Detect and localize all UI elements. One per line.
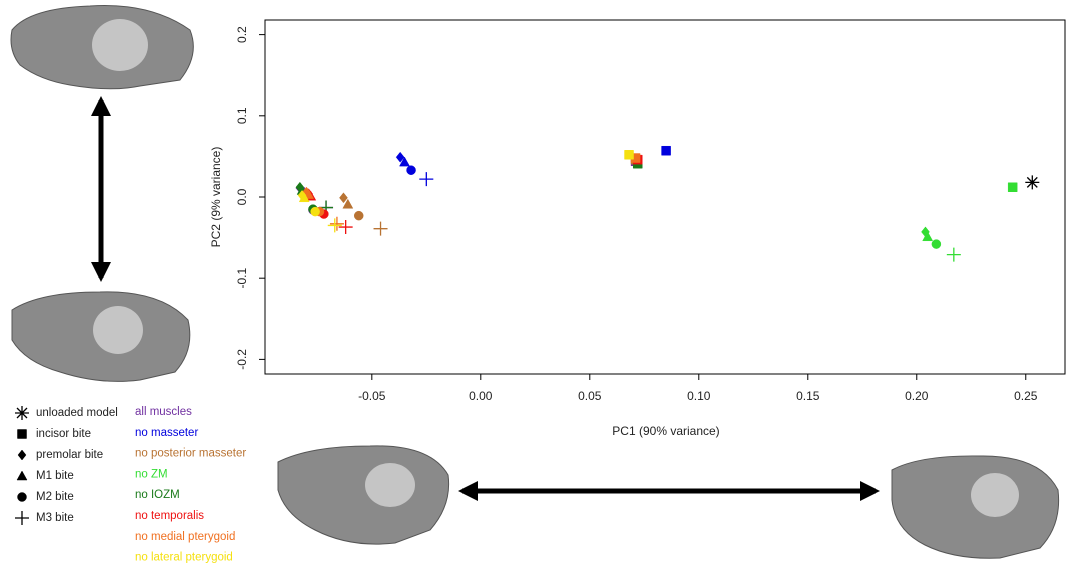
- legend-label: M3 bite: [36, 512, 74, 524]
- data-point: [327, 218, 342, 233]
- legend-label: unloaded model: [36, 407, 118, 419]
- legend-label: M2 bite: [36, 491, 74, 503]
- plot-frame: [264, 19, 1066, 375]
- legend-label: no lateral pterygoid: [135, 552, 233, 564]
- data-point: [338, 220, 353, 235]
- y-tick-label: 0.2: [235, 26, 249, 43]
- legend-marker: [17, 492, 27, 502]
- x-tick-label: 0.20: [905, 389, 929, 403]
- data-point: [661, 145, 671, 156]
- x-tick-label: 0.00: [469, 389, 493, 403]
- data-point: [310, 206, 320, 217]
- data-point: [406, 165, 416, 175]
- skull-eye-holes: [92, 19, 1019, 517]
- x-tick-label: -0.05: [358, 389, 386, 403]
- data-point: [353, 210, 364, 221]
- legend-label: no posterior masseter: [135, 448, 246, 460]
- legend-marker: [17, 429, 27, 439]
- data-point: [342, 198, 354, 209]
- y-axis-label: PC2 (9% variance): [209, 147, 223, 248]
- unloaded-point: [1025, 175, 1040, 190]
- data-point: [419, 172, 434, 187]
- x-tick-label: 0.25: [1014, 389, 1038, 403]
- data-point: [399, 156, 410, 167]
- y-tick-label: -0.2: [235, 349, 249, 370]
- plot-area: -0.05 0.00 0.05 0.10 0.15 0.20 0.25 -0.2 -0.1 0.0…: [235, 26, 1040, 403]
- y-tick-label: -0.1: [235, 268, 249, 289]
- data-point: [339, 192, 348, 204]
- legend-label: no masseter: [135, 427, 198, 439]
- legend: unloaded model incisor bite premolar bite M…: [15, 406, 246, 564]
- y-tick-label: 0.1: [235, 107, 249, 124]
- legend-label: incisor bite: [36, 428, 91, 440]
- data-point: [329, 216, 344, 231]
- data-point: [373, 221, 388, 236]
- legend-marker: [15, 406, 29, 420]
- legend-marker: [15, 511, 29, 525]
- data-point: [298, 192, 310, 203]
- data-point: [395, 151, 405, 163]
- legend-label: no medial pterygoid: [135, 531, 235, 543]
- legend-label: no ZM: [135, 468, 168, 480]
- legend-label: no temporalis: [135, 510, 204, 522]
- data-point: [931, 239, 942, 249]
- legend-label: no IOZM: [135, 489, 180, 501]
- legend-marker: [16, 470, 28, 481]
- x-tick-label: 0.10: [687, 389, 711, 403]
- data-point: [624, 150, 634, 160]
- legend-label: premolar bite: [36, 449, 103, 461]
- legend-label: all muscles: [135, 406, 192, 418]
- data-point: [946, 247, 961, 262]
- legend-label: M1 bite: [36, 470, 74, 482]
- x-tick-label: 0.05: [578, 389, 602, 403]
- x-tick-label: 0.15: [796, 389, 820, 403]
- y-tick-label: 0.0: [235, 188, 249, 205]
- skull-images: [10, 5, 1060, 559]
- data-point: [922, 231, 934, 242]
- legend-marker: [17, 449, 27, 461]
- data-point: [1007, 182, 1018, 193]
- x-axis-label: PC1 (90% variance): [612, 424, 719, 438]
- skull-bottom-middle: [277, 445, 450, 545]
